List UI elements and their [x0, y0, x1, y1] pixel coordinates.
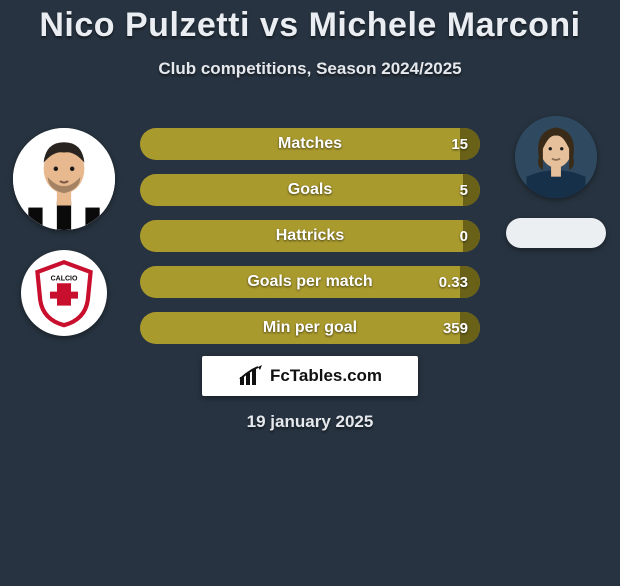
- stat-value-right: 15: [451, 128, 468, 160]
- page-title: Nico Pulzetti vs Michele Marconi: [0, 6, 620, 45]
- left-club-crest-svg: CALCIO: [29, 258, 99, 328]
- stat-bar-track: [140, 128, 480, 160]
- stat-row: Matches15: [140, 128, 480, 160]
- right-player-avatar-svg: [515, 116, 597, 198]
- stat-row: Goals5: [140, 174, 480, 206]
- stat-value-right: 5: [460, 174, 468, 206]
- left-club-crest: CALCIO: [21, 250, 107, 336]
- stat-bar-track: [140, 220, 480, 252]
- stat-bar-track: [140, 312, 480, 344]
- right-player-column: [500, 116, 612, 248]
- left-player-avatar-svg: [13, 128, 115, 230]
- svg-text:CALCIO: CALCIO: [51, 275, 78, 282]
- stat-bar-track: [140, 266, 480, 298]
- stat-bar-track: [140, 174, 480, 206]
- stat-row: Goals per match0.33: [140, 266, 480, 298]
- stat-value-right: 0: [460, 220, 468, 252]
- left-player-column: CALCIO: [8, 128, 120, 336]
- stat-row: Hattricks0: [140, 220, 480, 252]
- right-player-avatar: [515, 116, 597, 198]
- brand-text: FcTables.com: [270, 366, 382, 386]
- brand-box: FcTables.com: [202, 356, 418, 396]
- right-club-placeholder: [506, 218, 606, 248]
- page-subtitle: Club competitions, Season 2024/2025: [0, 59, 620, 79]
- left-player-avatar: [13, 128, 115, 230]
- stat-value-right: 0.33: [439, 266, 468, 298]
- date-text: 19 january 2025: [0, 412, 620, 432]
- bar-chart-icon: [238, 365, 264, 387]
- stat-row: Min per goal359: [140, 312, 480, 344]
- stat-value-right: 359: [443, 312, 468, 344]
- stat-bars: Matches15 Goals5 Hattricks0 Goals per match…: [140, 128, 480, 358]
